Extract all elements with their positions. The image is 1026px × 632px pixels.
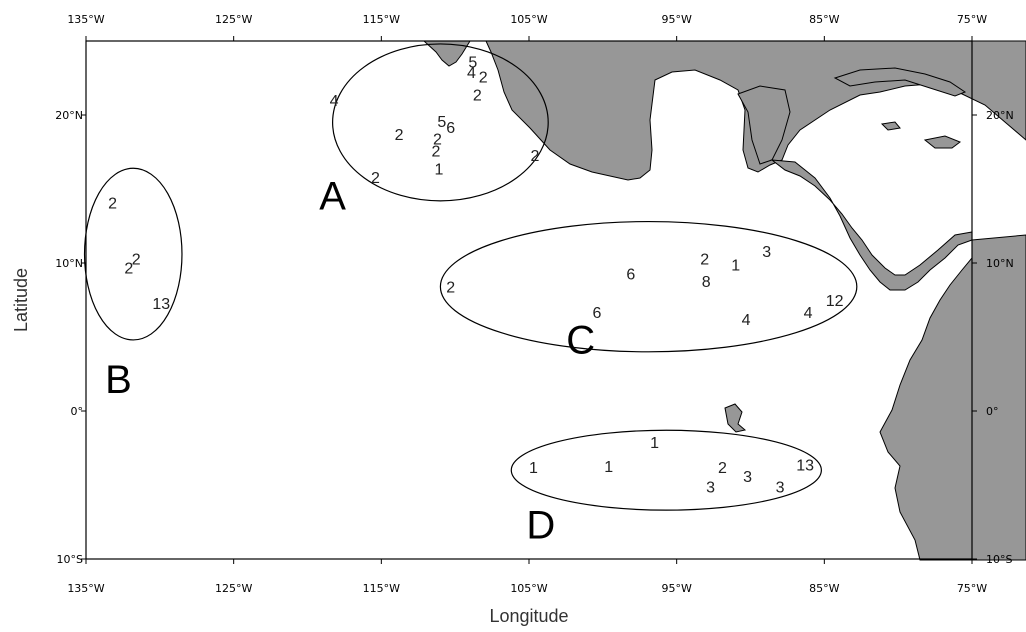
- sample-count-label: 2: [432, 144, 441, 161]
- x-tick-label-top: 115°W: [363, 13, 400, 26]
- sample-count-label: 1: [604, 459, 613, 476]
- x-axis-title: Longitude: [489, 606, 568, 626]
- sample-count-label: 4: [330, 93, 339, 110]
- sample-count-label: 3: [706, 479, 715, 496]
- sample-count-label: 1: [650, 435, 659, 452]
- region-a-ellipse: [332, 43, 549, 202]
- region-ellipses: A B C D: [83, 43, 858, 547]
- x-tick-label-bottom: 95°W: [661, 582, 691, 595]
- x-tick-label-top: 105°W: [510, 13, 547, 26]
- sample-count-label: 13: [796, 457, 814, 474]
- sample-count-label: 1: [529, 460, 538, 477]
- x-tick-label-bottom: 115°W: [363, 582, 400, 595]
- y-axis-title: Latitude: [11, 268, 31, 332]
- y-tick-label-left: 10°S: [57, 553, 83, 566]
- sample-count-label: 2: [371, 170, 380, 187]
- sample-count-label: 1: [731, 257, 740, 274]
- sample-count-label: 2: [132, 252, 141, 269]
- region-c-ellipse: [439, 220, 858, 353]
- region-b-ellipse: [83, 167, 183, 341]
- region-d-ellipse: [510, 429, 822, 511]
- sample-count-label: 5: [468, 55, 477, 72]
- central-america-isthmus-landmass: [770, 159, 973, 291]
- sample-count-label: 2: [446, 280, 455, 297]
- sample-count-label: 2: [108, 195, 117, 212]
- x-tick-label-top: 85°W: [809, 13, 839, 26]
- region-b-label: B: [105, 358, 132, 402]
- jamaica-island: [880, 121, 901, 131]
- x-tick-label-bottom: 125°W: [215, 582, 252, 595]
- y-tick-label-right: 10°N: [986, 257, 1014, 270]
- sample-count-label: 5: [437, 114, 446, 131]
- sample-count-label: 1: [434, 161, 443, 178]
- region-a-label: A: [319, 175, 346, 219]
- cuba-island: [833, 67, 967, 97]
- y-tick-label-left: 0°: [71, 405, 84, 418]
- x-tick-label-top: 75°W: [957, 13, 987, 26]
- region-c-label: C: [566, 318, 595, 362]
- axis-ticks: 135°W 135°W 125°W 125°W 115°W 115°W 105°W 105°W…: [55, 13, 1013, 595]
- sample-count-label: 3: [776, 479, 785, 496]
- sample-count-label: 6: [592, 305, 601, 322]
- x-tick-label-top: 95°W: [661, 13, 691, 26]
- sample-count-label: 3: [762, 244, 771, 261]
- land-masses: [422, 40, 1026, 561]
- sample-count-label: 4: [467, 65, 476, 82]
- y-tick-label-right: 0°: [986, 405, 999, 418]
- x-tick-label-bottom: 135°W: [67, 582, 104, 595]
- sample-count-label: 2: [473, 87, 482, 104]
- sample-count-label: 2: [530, 148, 539, 165]
- sample-count-label: 2: [124, 260, 133, 277]
- yucatan-peninsula-landmass: [737, 85, 791, 165]
- sample-count-label: 6: [446, 120, 455, 137]
- sample-count-label: 12: [826, 293, 844, 310]
- y-tick-label-right: 20°N: [986, 109, 1014, 122]
- sample-count-label: 13: [152, 296, 170, 313]
- sample-count-label: 2: [433, 132, 442, 149]
- sample-count-label: 8: [702, 274, 711, 291]
- y-tick-label-left: 20°N: [55, 109, 83, 122]
- x-tick-label-bottom: 75°W: [957, 582, 987, 595]
- sample-count-label: 4: [742, 312, 751, 329]
- south-america-landmass: [879, 234, 1026, 561]
- sample-count-label: 3: [743, 469, 752, 486]
- baja-california-landmass: [422, 40, 471, 67]
- hispaniola-island: [923, 135, 962, 149]
- x-tick-label-top: 125°W: [215, 13, 252, 26]
- sample-count-label: 4: [804, 305, 813, 322]
- sample-count-label: 2: [700, 252, 709, 269]
- sample-count-label: 2: [395, 127, 404, 144]
- x-tick-label-bottom: 105°W: [510, 582, 547, 595]
- sample-count-label: 6: [626, 266, 635, 283]
- region-d-label: D: [526, 503, 555, 547]
- y-tick-label-right: 10°S: [986, 553, 1012, 566]
- galapagos-islands: [724, 403, 747, 433]
- x-tick-label-top: 135°W: [67, 13, 104, 26]
- sample-count-label: 2: [718, 460, 727, 477]
- y-tick-label-left: 10°N: [55, 257, 83, 270]
- sample-count-label: 2: [479, 70, 488, 87]
- x-tick-label-bottom: 85°W: [809, 582, 839, 595]
